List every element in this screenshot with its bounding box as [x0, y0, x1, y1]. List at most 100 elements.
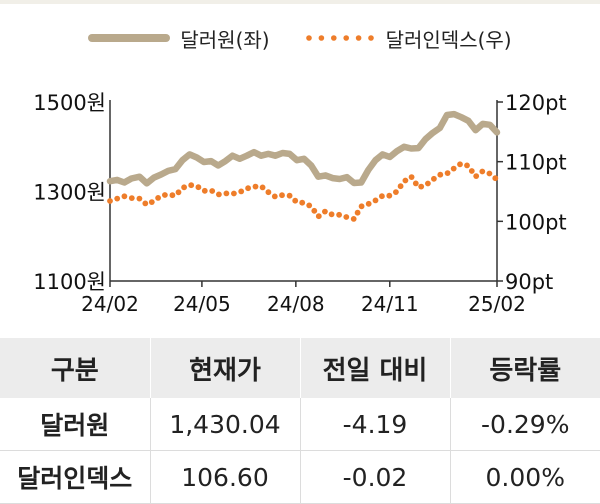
cell-change: -4.19	[300, 398, 451, 451]
series-dot-dxy	[425, 180, 431, 187]
y-left-tick-label: 1300원	[33, 181, 106, 205]
series-dot-dxy	[245, 185, 252, 192]
series-dot-dxy	[468, 168, 475, 174]
series-dot-dxy	[188, 182, 195, 189]
y-right-tick-label: 120pt	[505, 91, 567, 115]
table-row: 달러원 1,430.04 -4.19 -0.29%	[0, 398, 600, 451]
series-dot-dxy	[265, 189, 272, 196]
chart-area: 1500원 1300원 1100원 120pt 110pt 100pt 90pt 24/02 2…	[0, 60, 600, 340]
series-dot-dxy	[231, 190, 237, 197]
series-dot-dxy	[402, 177, 409, 184]
series-dot-dxy	[223, 190, 230, 197]
series-dot-dxy	[437, 171, 444, 178]
series-line-krw	[106, 110, 501, 187]
series-dot-dxy	[372, 197, 379, 204]
series-dot-dxy	[336, 211, 342, 218]
legend-swatch-solid-line	[88, 34, 171, 42]
legend-dot	[318, 35, 324, 41]
series-dot-dxy	[306, 202, 313, 209]
series-dot-dxy	[450, 165, 457, 172]
series-dot-dxy	[397, 183, 404, 190]
series-dot-dxy	[142, 200, 149, 207]
series-dot-dxy	[209, 188, 216, 194]
series-dot-dxy	[473, 173, 480, 179]
series-dot-dxy	[259, 184, 266, 191]
series-dot-dxy	[114, 195, 121, 202]
cell-change: -0.02	[300, 450, 451, 504]
series-dot-dxy	[181, 184, 188, 191]
legend-dot	[367, 35, 374, 41]
x-tick-label: 24/11	[361, 292, 419, 316]
cell-rate: 0.00%	[450, 450, 600, 504]
series-dot-dxy	[292, 197, 299, 204]
series-dot-dxy	[486, 170, 493, 177]
x-tick-label: 24/05	[173, 292, 231, 316]
series-dot-dxy	[107, 198, 113, 204]
series-dot-dxy	[328, 211, 335, 218]
series-dot-dxy	[479, 168, 486, 175]
y-right-tick-label: 110pt	[505, 151, 567, 175]
series-dot-dxy	[148, 199, 155, 206]
series-dot-dxy	[311, 207, 318, 214]
y-left-tick-label: 1100원	[33, 270, 106, 294]
series-dot-dxy	[238, 188, 245, 195]
series-dot-dxy	[175, 189, 182, 196]
legend-swatch-dotted-line	[305, 35, 374, 41]
series-dot-dxy	[444, 170, 451, 176]
series-dot-dxy	[136, 195, 143, 202]
series-dot-dxy	[121, 193, 128, 200]
x-tick-label: 24/02	[81, 292, 139, 316]
series-dot-dxy	[418, 183, 425, 190]
series-dot-dxy	[350, 216, 357, 222]
series-dot-dxy	[431, 175, 437, 182]
series-dot-dxy	[271, 193, 278, 200]
series-dot-dxy	[286, 192, 293, 199]
legend-item-dxy: 달러인덱스(우)	[304, 24, 512, 53]
series-dot-dxy	[358, 203, 365, 210]
series-dot-dxy	[492, 175, 499, 182]
legend-label-dxy: 달러인덱스(우)	[385, 27, 512, 52]
legend-item-krw: 달러원(좌)	[88, 24, 270, 53]
col-header-change: 전일 대비	[300, 338, 451, 398]
series-dot-dxy	[162, 192, 168, 198]
series-dot-dxy	[379, 193, 385, 200]
series-dot-dxy	[128, 195, 135, 202]
series-dot-dxy	[464, 162, 470, 169]
series-dot-dxy	[195, 184, 202, 191]
series-dot-dxy	[315, 213, 322, 220]
series-dot-dxy	[299, 199, 306, 206]
chart-legend: 달러원(좌) 달러인덱스(우)	[0, 18, 600, 58]
table-header-row: 구분 현재가 전일 대비 등락률	[0, 338, 600, 398]
y-left-tick-label: 1500원	[33, 91, 106, 115]
x-tick-label: 25/02	[468, 292, 526, 316]
series-dot-dxy	[393, 189, 399, 196]
legend-dot	[305, 35, 312, 41]
table-row: 달러인덱스 106.60 -0.02 0.00%	[0, 450, 600, 504]
row-name-dxy: 달러인덱스	[0, 450, 151, 504]
cell-rate: -0.29%	[450, 398, 600, 451]
series-dot-dxy	[365, 200, 372, 207]
series-dot-dxy	[354, 209, 361, 216]
series-dot-dxy	[155, 195, 162, 201]
col-header-price: 현재가	[150, 338, 301, 398]
series-dot-dxy	[169, 192, 176, 199]
row-name-krw: 달러원	[0, 398, 151, 451]
series-dot-dxy	[201, 187, 208, 194]
x-tick-label: 24/08	[267, 292, 325, 316]
series-dot-dxy	[408, 174, 415, 180]
line-chart: 1500원 1300원 1100원 120pt 110pt 100pt 90pt 24/02 2…	[33, 91, 567, 316]
series-dot-dxy	[252, 183, 259, 190]
series-dot-dxy	[412, 180, 419, 187]
y-right-tick-label: 100pt	[505, 210, 567, 234]
series-dot-dxy	[216, 191, 222, 198]
legend-label-krw: 달러원(좌)	[180, 27, 270, 52]
series-dot-dxy	[279, 192, 285, 199]
series-dot-dxy	[322, 208, 328, 215]
price-table: 구분 현재가 전일 대비 등락률 달러원 1,430.04 -4.19 -0.2…	[0, 338, 600, 504]
legend-dot	[330, 35, 337, 41]
y-right-tick-label: 90pt	[505, 270, 553, 294]
cell-price: 1,430.04	[150, 398, 301, 451]
col-header-rate: 등락률	[450, 338, 600, 398]
legend-dot	[342, 35, 349, 41]
col-header-category: 구분	[0, 338, 151, 398]
